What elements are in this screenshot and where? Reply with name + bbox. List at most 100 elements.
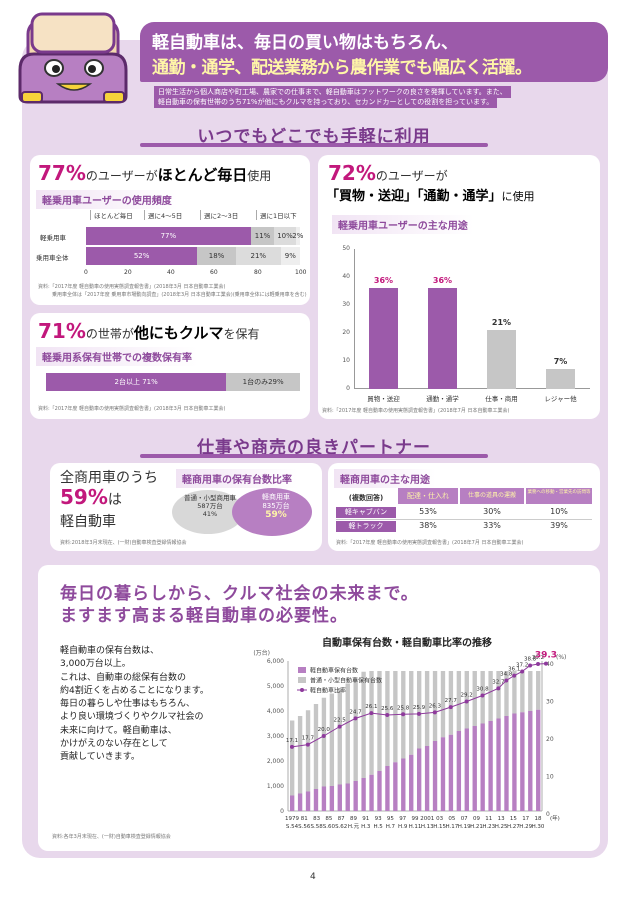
trend-bar-regular bbox=[321, 697, 327, 787]
commercial-card: 軽商用車の主な用途 (複数回答) 配達・仕入れ 仕事の道具の運搬 業務への移動・… bbox=[328, 463, 600, 551]
trend-xtick-year: 11 bbox=[485, 816, 492, 822]
trend-bar-kei bbox=[313, 789, 319, 811]
section1-title: いつでもどこでも手軽に利用 bbox=[197, 127, 431, 147]
trend-xtick-era: H.23 bbox=[482, 824, 495, 830]
trend-xtick-year: 91 bbox=[362, 816, 369, 822]
trend-bar-kei bbox=[369, 774, 374, 811]
trend-bar-regular bbox=[456, 671, 462, 731]
future-note: 資料:各年3月末現在、(一財)自動車検査登録情報協会 bbox=[52, 834, 171, 840]
trend-ratio-label: 26.3 bbox=[429, 703, 442, 709]
future-body-line-4: 毎日の暮らしや仕事はもちろん、 bbox=[60, 699, 195, 710]
trend-xtick-year: 97 bbox=[399, 816, 406, 822]
future-body-line-6: 未来に向けて。軽自動車は、 bbox=[60, 725, 177, 736]
trend-ratio-label: 27.7 bbox=[445, 698, 458, 704]
share-pct: 59% bbox=[60, 485, 108, 509]
usage-headline-end: 使用 bbox=[247, 169, 272, 183]
trend-xtick-year: 2001 bbox=[420, 816, 434, 822]
trend-xtick-year: 17 bbox=[522, 816, 529, 822]
purpose-card: 72%のユーザーが 「買物・送迎」「通勤・通学」に使用 軽乗用車ユーザーの主な用… bbox=[318, 155, 600, 419]
ownership-headline-mid: の世帯が bbox=[85, 327, 134, 341]
trend-bar-regular bbox=[393, 671, 398, 763]
purpose-value-label: 7% bbox=[553, 357, 568, 367]
commercial-corner: (複数回答) bbox=[348, 494, 384, 502]
trend-xtick-year: 93 bbox=[375, 816, 382, 822]
trend-xtick-year: 18 bbox=[535, 816, 542, 822]
trend-bar-regular bbox=[329, 693, 335, 786]
trend-ratio-point bbox=[353, 716, 358, 721]
trend-bar-regular bbox=[297, 716, 303, 794]
trend-ratio-label: 26.1 bbox=[365, 704, 377, 710]
purpose-ytick: 50 bbox=[342, 245, 350, 252]
trend-xtick-era: S.56 bbox=[298, 824, 311, 830]
trend-ratio-label: 29.2 bbox=[460, 693, 472, 699]
purpose-headline2-main: 「買物・送迎」「通勤・通学」 bbox=[326, 189, 502, 204]
ownership-bar-rest: 1台のみ29% bbox=[226, 373, 300, 391]
purpose-ytick: 10 bbox=[342, 357, 350, 364]
trend-bar-regular bbox=[377, 671, 382, 771]
trend-ratio-label: 38.8 bbox=[524, 657, 537, 663]
usage-bar-segment: 18% bbox=[197, 247, 236, 265]
trend-legend-swatch-kei bbox=[298, 667, 306, 673]
share-ellipse1-pct: 41% bbox=[202, 510, 218, 518]
share-ellipse-kei bbox=[232, 488, 312, 536]
trend-ratio-label: 24.7 bbox=[349, 709, 362, 715]
trend-xtick-era: S.60 bbox=[323, 824, 336, 830]
trend-bar-kei bbox=[480, 723, 485, 811]
trend-bar-kei bbox=[361, 778, 366, 811]
purpose-ytick: 30 bbox=[342, 301, 350, 308]
trend-xtick-era: H.7 bbox=[386, 824, 396, 830]
purpose-category-label: レジャー他 bbox=[544, 395, 577, 403]
trend-bar-regular bbox=[305, 710, 311, 792]
trend-bar-kei bbox=[448, 734, 454, 811]
purpose-category-label: 通勤・通学 bbox=[426, 395, 459, 403]
future-card: 毎日の暮らしから、クルマ社会の未来まで。 ますます高まる軽自動車の必要性。 軽自… bbox=[38, 565, 600, 851]
usage-bar-segment: 10% bbox=[274, 227, 296, 245]
trend-xtick-era: H.5 bbox=[373, 824, 383, 830]
future-headline2: ますます高まる軽自動車の必要性。 bbox=[60, 606, 348, 626]
usage-tick-2: 40 bbox=[167, 269, 175, 276]
trend-bar-regular bbox=[369, 671, 374, 775]
purpose-headline-mid: のユーザーが bbox=[375, 169, 448, 183]
trend-xtick-year: 81 bbox=[301, 816, 308, 822]
trend-ratio-point bbox=[512, 673, 517, 678]
trend-xtick-year: 99 bbox=[412, 816, 419, 822]
trend-ratio-label: 39.3 bbox=[535, 651, 557, 661]
trend-bar-kei bbox=[520, 712, 525, 811]
trend-bar-kei bbox=[297, 793, 303, 811]
trend-xtick-year: 13 bbox=[498, 816, 505, 822]
trend-xtick-year: 83 bbox=[313, 816, 320, 822]
trend-bar-regular bbox=[512, 671, 517, 714]
trend-ratio-point bbox=[464, 699, 469, 704]
trend-bar-kei bbox=[289, 795, 295, 811]
usage-col-2: 週に2～3日 bbox=[200, 210, 238, 220]
trend-ratio-point bbox=[369, 711, 374, 716]
trend-legend-swatch-regular bbox=[298, 677, 306, 683]
commercial-row-label-1: 軽トラック bbox=[336, 521, 396, 532]
usage-tick-3: 60 bbox=[210, 269, 218, 276]
trend-ratio-label: 39.2 bbox=[532, 655, 544, 661]
usage-headline-bold: ほとんど毎日 bbox=[157, 166, 248, 184]
usage-col-1: 週に4～5日 bbox=[144, 210, 182, 220]
trend-bar-kei bbox=[377, 771, 382, 811]
trend-ratio-label: 34.8 bbox=[500, 672, 513, 678]
trend-bar-regular bbox=[440, 671, 446, 738]
commercial-cell-1-1: 33% bbox=[483, 521, 501, 530]
trend-xtick-era: H.元 bbox=[348, 823, 360, 830]
share-pct-suffix: は bbox=[107, 492, 122, 508]
trend-bar-regular bbox=[496, 671, 501, 719]
trend-ytick-left: 1,000 bbox=[267, 783, 284, 790]
purpose-ytick: 20 bbox=[342, 329, 350, 336]
ownership-bar: 2台以上 71% 1台のみ29% bbox=[46, 373, 300, 391]
share-line2: 59%は bbox=[60, 485, 122, 509]
purpose-category-label: 仕事・商用 bbox=[485, 395, 518, 403]
trend-xtick-era: H.25 bbox=[495, 824, 508, 830]
trend-bar-regular bbox=[488, 671, 493, 721]
commercial-cell-0-0: 53% bbox=[419, 507, 437, 516]
trend-xtick-era: H.3 bbox=[361, 824, 371, 830]
share-ellipse1-count: 587万台 bbox=[197, 502, 223, 510]
trend-ratio-label: 22.5 bbox=[333, 718, 346, 724]
trend-bar-regular bbox=[361, 671, 366, 778]
trend-ratio-label: 32.7 bbox=[492, 679, 505, 685]
trend-xtick-year: 09 bbox=[473, 816, 480, 822]
trend-bar-kei bbox=[456, 731, 462, 811]
